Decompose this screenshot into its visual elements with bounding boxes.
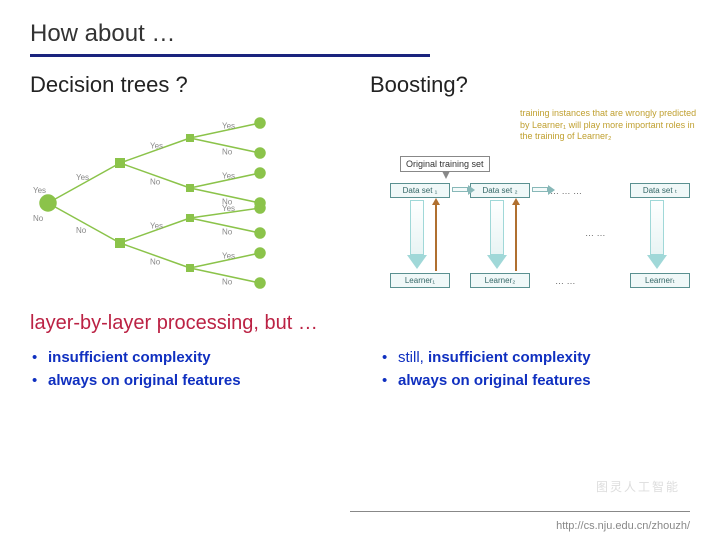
thick-down-head bbox=[407, 255, 427, 269]
left-bullets: insufficient complexity always on origina… bbox=[30, 349, 340, 395]
learner-box: Learnerₜ bbox=[630, 273, 690, 288]
svg-text:Yes: Yes bbox=[150, 142, 163, 151]
footer-line bbox=[350, 511, 690, 512]
title-underline bbox=[30, 54, 430, 57]
watermark: 图灵人工智能 bbox=[596, 478, 680, 495]
ellipsis: … … bbox=[555, 276, 576, 286]
svg-text:Yes: Yes bbox=[76, 173, 89, 182]
thick-down-head bbox=[487, 255, 507, 269]
learner-box: Learner₂ bbox=[470, 273, 530, 288]
bullet-item: always on original features bbox=[380, 372, 690, 389]
thick-down-head bbox=[647, 255, 667, 269]
svg-text:No: No bbox=[33, 214, 44, 223]
dataset-box: Data set ₜ bbox=[630, 183, 690, 198]
boosting-diagram: training instances that are wrongly pred… bbox=[370, 108, 690, 298]
h-arrow bbox=[532, 187, 548, 192]
thick-down-arrow bbox=[490, 200, 504, 255]
dataset-box: Data set ₁ bbox=[390, 183, 450, 198]
svg-text:No: No bbox=[150, 258, 161, 267]
svg-text:Yes: Yes bbox=[222, 252, 235, 261]
orig-box: Original training set bbox=[400, 156, 490, 172]
h-arrow-head bbox=[548, 185, 555, 195]
bullet-item: insufficient complexity bbox=[30, 349, 340, 366]
h-arrow bbox=[452, 187, 468, 192]
ellipsis: … … bbox=[585, 228, 606, 238]
down-arrow-icon bbox=[442, 171, 450, 179]
dataset-box: Data set ₂ bbox=[470, 183, 530, 198]
bullet-item: always on original features bbox=[30, 372, 340, 389]
processing-text: layer-by-layer processing, but … bbox=[30, 312, 690, 335]
up-arrow-head bbox=[432, 198, 440, 205]
right-bullets: still, insufficient complexity always on … bbox=[380, 349, 690, 395]
tree-svg: YesNoYesNoYesNoYesNoYesNoYesNoYesNoYesNo bbox=[30, 108, 310, 298]
thick-down-arrow bbox=[410, 200, 424, 255]
up-arrow bbox=[435, 203, 437, 271]
boosting-note: training instances that are wrongly pred… bbox=[520, 108, 700, 143]
up-arrow-head bbox=[512, 198, 520, 205]
svg-text:Yes: Yes bbox=[222, 172, 235, 181]
decision-tree-diagram: YesNoYesNoYesNoYesNoYesNoYesNoYesNoYesNo bbox=[30, 108, 350, 298]
svg-text:No: No bbox=[222, 228, 233, 237]
svg-text:Yes: Yes bbox=[150, 222, 163, 231]
svg-text:No: No bbox=[222, 278, 233, 287]
svg-text:Yes: Yes bbox=[33, 186, 46, 195]
learner-box: Learner₁ bbox=[390, 273, 450, 288]
up-arrow bbox=[515, 203, 517, 271]
thick-down-arrow bbox=[650, 200, 664, 255]
slide-title: How about … bbox=[30, 20, 690, 52]
svg-text:No: No bbox=[76, 226, 87, 235]
left-heading: Decision trees ? bbox=[30, 72, 350, 98]
svg-text:No: No bbox=[150, 178, 161, 187]
right-heading: Boosting? bbox=[370, 72, 690, 98]
footer-url: http://cs.nju.edu.cn/zhouzh/ bbox=[556, 520, 690, 532]
svg-text:Yes: Yes bbox=[222, 122, 235, 131]
bullet-item: still, insufficient complexity bbox=[380, 349, 690, 366]
svg-text:Yes: Yes bbox=[222, 204, 235, 213]
svg-text:No: No bbox=[222, 148, 233, 157]
h-arrow-head bbox=[468, 185, 475, 195]
